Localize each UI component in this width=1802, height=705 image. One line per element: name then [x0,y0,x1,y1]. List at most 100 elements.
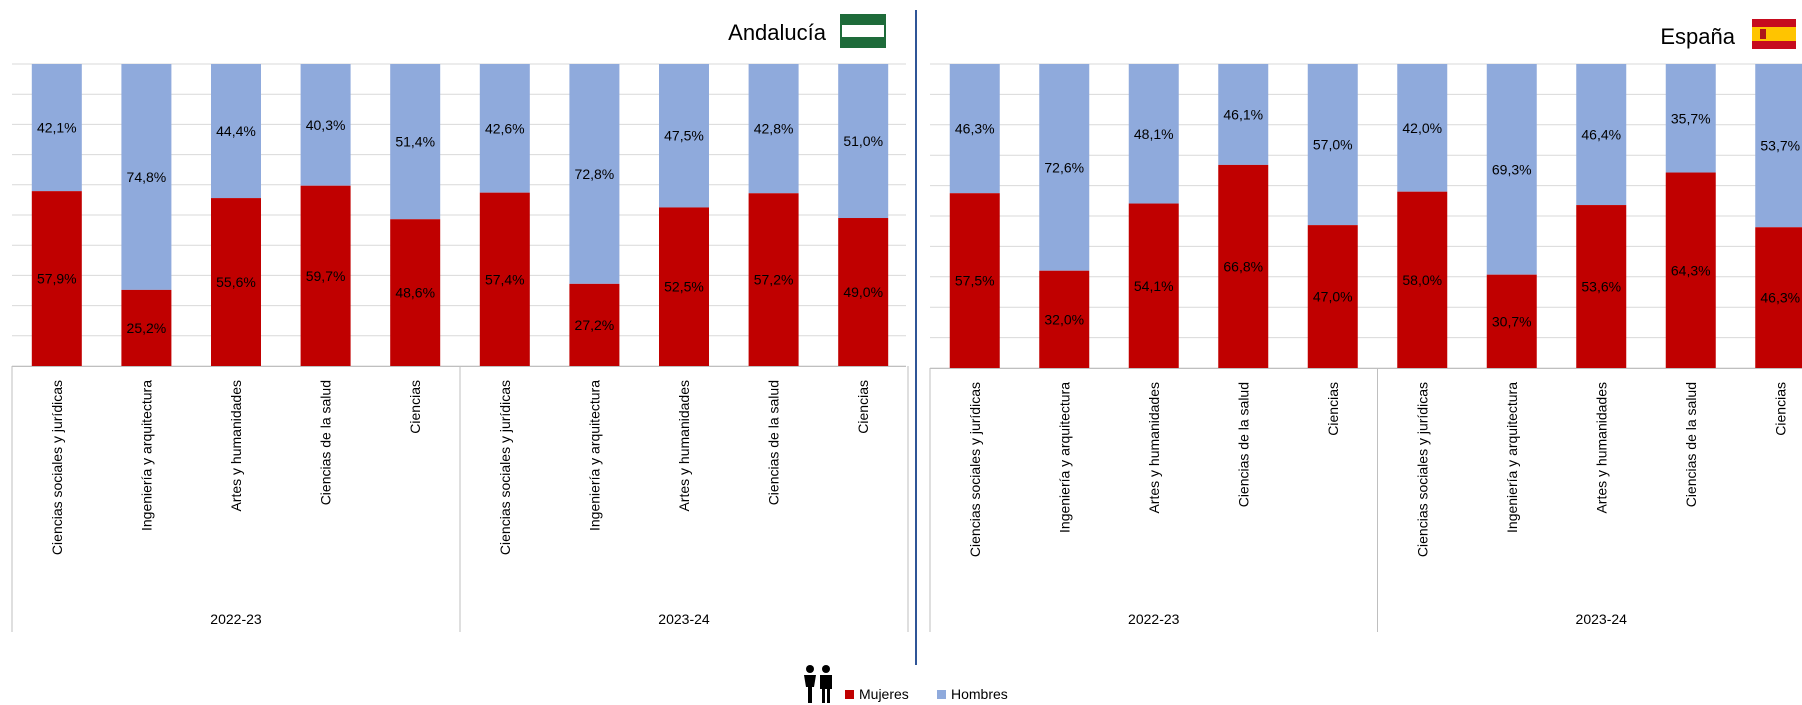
category-label: Ciencias de la salud [766,380,782,505]
bar-hombres [1576,64,1627,206]
data-label-mujeres: 64,3% [1671,262,1711,278]
data-label-hombres: 42,1% [37,120,77,136]
category-label: Ingeniería y arquitectura [1504,382,1520,533]
data-label-hombres: 51,4% [395,134,435,150]
data-label-mujeres: 53,6% [1581,279,1621,295]
bar-hombres [31,64,82,192]
bar-mujeres [838,218,889,366]
bar-mujeres [390,219,441,366]
group-label: 2023-24 [658,611,710,627]
bar-mujeres [1307,225,1358,368]
bar-mujeres [479,192,530,366]
bar-hombres [1128,64,1179,204]
category-label: Ciencias sociales y jurídicas [49,380,65,555]
category-label: Ingeniería y arquitectura [138,380,154,531]
data-label-mujeres: 52,5% [664,279,704,295]
couple-icon [804,665,832,703]
data-label-mujeres: 55,6% [216,274,256,290]
data-label-mujeres: 47,0% [1313,289,1353,305]
bar-hombres [121,64,172,290]
bar-hombres [838,64,889,219]
legend-swatch-hombres [937,690,946,699]
bar-mujeres [121,289,172,366]
data-label-mujeres: 57,9% [37,271,77,287]
bar-mujeres [31,191,82,366]
bar-mujeres [1576,205,1627,368]
panel-andalucia: Andalucía 57,9% 42,1% Ciencias sociales y j… [11,14,909,632]
bar-mujeres [1755,227,1802,368]
category-label: Ciencias sociales y jurídicas [1414,382,1430,557]
data-label-mujeres: 46,3% [1760,290,1800,306]
data-label-mujeres: 27,2% [575,317,615,333]
category-label: Ciencias de la salud [1683,382,1699,507]
espana-flag-icon [1752,19,1796,49]
category-label: Ciencias sociales y jurídicas [497,380,513,555]
category-label: Artes y humanidades [228,380,244,512]
data-label-hombres: 46,1% [1223,106,1263,122]
bar-hombres [1307,64,1358,226]
data-label-hombres: 42,0% [1402,120,1442,136]
legend-swatch-mujeres [845,690,854,699]
category-label: Ciencias de la salud [318,380,334,505]
data-label-hombres: 57,0% [1313,137,1353,153]
data-label-hombres: 40,3% [306,117,346,133]
data-label-hombres: 51,0% [843,133,883,149]
bar-hombres [1486,64,1537,275]
data-label-hombres: 53,7% [1760,138,1800,154]
data-label-hombres: 42,8% [754,121,794,137]
group-label: 2022-23 [1128,611,1180,627]
bar-hombres [390,64,441,220]
data-label-mujeres: 32,0% [1044,311,1084,327]
bar-hombres [1218,64,1269,165]
andalucia-flag-icon [840,14,886,48]
category-label: Ingeniería y arquitectura [1056,382,1072,533]
bar-hombres [1755,64,1802,228]
group-label: 2023-24 [1576,611,1628,627]
category-label: Ciencias de la salud [1235,382,1251,507]
bar-hombres [1397,64,1448,192]
bar-hombres [748,64,799,194]
data-label-hombres: 48,1% [1134,126,1174,142]
bar-hombres [659,64,709,208]
bar-mujeres [300,185,351,366]
data-label-mujeres: 25,2% [127,320,167,336]
data-label-mujeres: 59,7% [306,268,346,284]
data-label-hombres: 69,3% [1492,161,1532,177]
data-label-hombres: 44,4% [216,123,256,139]
bar-mujeres [748,193,799,366]
data-label-hombres: 46,3% [955,121,995,137]
bar-mujeres [569,283,620,366]
data-label-hombres: 72,6% [1044,159,1084,175]
legend-label-mujeres: Mujeres [859,686,909,702]
bar-mujeres [1039,270,1090,368]
category-label: Ciencias [855,380,871,434]
bar-hombres [300,64,351,186]
category-label: Artes y humanidades [1593,382,1609,514]
data-label-mujeres: 48,6% [395,285,435,301]
category-label: Ciencias [1772,382,1788,436]
bar-mujeres [1218,164,1269,368]
legend-label-hombres: Hombres [951,686,1008,702]
bar-mujeres [1128,203,1179,368]
bar-mujeres [1486,274,1537,368]
chart-title: España [1660,24,1735,49]
bar-hombres [479,64,530,193]
data-label-mujeres: 58,0% [1402,272,1442,288]
category-label: Ciencias sociales y jurídicas [967,382,983,557]
panel-espana: España 57,5% 46,3% Ciencias sociales y jurí… [929,19,1802,632]
data-label-hombres: 47,5% [664,128,704,144]
data-label-mujeres: 30,7% [1492,313,1532,329]
bar-hombres [1039,64,1090,271]
category-label: Artes y humanidades [676,380,692,512]
data-label-mujeres: 54,1% [1134,278,1174,294]
bar-hombres [211,64,261,199]
category-label: Ciencias [1325,382,1341,436]
bar-mujeres [949,193,1000,368]
bar-mujeres [211,198,261,366]
bar-hombres [569,64,620,284]
data-label-hombres: 72,8% [575,166,615,182]
chart-title: Andalucía [728,20,827,45]
data-label-hombres: 42,6% [485,120,525,136]
